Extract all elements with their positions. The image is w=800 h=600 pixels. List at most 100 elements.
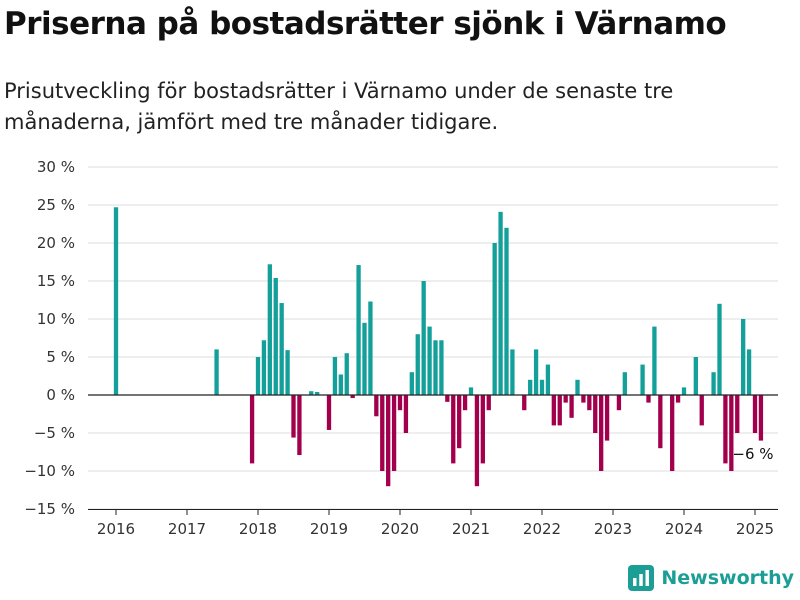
bar-negative — [462, 395, 468, 411]
bar-negative — [457, 395, 462, 449]
brand-name: Newsworthy — [661, 567, 794, 589]
bar-positive — [545, 364, 551, 395]
bar-negative — [699, 395, 704, 426]
bar-positive — [267, 264, 272, 395]
bar-positive — [338, 374, 343, 395]
bar-positive — [214, 349, 219, 395]
x-tick-label: 2016 — [97, 520, 135, 538]
bar-positive — [415, 334, 420, 395]
bar-positive — [433, 340, 438, 395]
y-tick-label: −5 % — [34, 424, 75, 442]
bar-positive — [528, 379, 533, 395]
bar-negative — [451, 395, 456, 464]
bar-negative — [391, 395, 397, 471]
bar-negative — [403, 395, 409, 433]
bar-negative — [522, 395, 527, 411]
bar-negative — [397, 395, 403, 411]
bar-chart: −15 % −10 % −5 % 0 % 5 % 10 % 15 % 20 % 25 % 30 %… — [24, 158, 778, 538]
x-tick-label: 2025 — [736, 520, 774, 538]
bar-negative — [486, 395, 491, 411]
bar-negative — [616, 395, 622, 411]
bar-negative — [735, 395, 740, 433]
bar-negative — [350, 395, 355, 399]
bar-negative — [297, 395, 302, 456]
y-tick-label: 10 % — [37, 310, 75, 328]
bar-positive — [427, 326, 432, 395]
bar-positive — [344, 353, 349, 395]
bar-positive — [510, 349, 515, 395]
bar-positive — [409, 372, 414, 395]
bar-positive — [746, 349, 752, 395]
bar-negative — [758, 395, 764, 441]
bar-negative — [249, 395, 255, 464]
y-tick-label: 15 % — [37, 272, 75, 290]
bar-positive — [498, 211, 503, 395]
bar-negative — [604, 395, 610, 441]
bar-positive — [681, 387, 687, 395]
x-tick-label: 2024 — [665, 520, 703, 538]
y-tick-label: −10 % — [24, 462, 75, 480]
gridlines — [88, 166, 778, 510]
bar-positive — [717, 303, 722, 395]
bar-positive — [309, 391, 314, 395]
bar-negative — [593, 395, 598, 433]
y-tick-label: 30 % — [37, 158, 75, 176]
bar-negative — [291, 395, 296, 438]
bar-negative — [569, 395, 574, 418]
y-tick-label: 20 % — [37, 234, 75, 252]
chart-title: Priserna på bostadsrätter sjönk i Värnam… — [4, 6, 727, 42]
bar-negative — [551, 395, 556, 426]
bar-negative — [480, 395, 485, 464]
y-tick-label: 0 % — [46, 386, 75, 404]
bar-positive — [255, 357, 261, 395]
bar-positive — [539, 379, 545, 395]
bar-positive — [711, 372, 716, 395]
x-tick-label: 2019 — [310, 520, 348, 538]
bars — [113, 207, 764, 487]
bar-negative — [557, 395, 562, 426]
y-tick-label: 5 % — [46, 348, 75, 366]
bar-negative — [587, 395, 592, 411]
bar-negative — [658, 395, 663, 449]
x-tick-label: 2022 — [523, 520, 561, 538]
bar-positive — [652, 326, 657, 395]
bar-positive — [273, 277, 278, 395]
bar-negative — [474, 395, 480, 487]
bar-positive — [741, 319, 746, 395]
bar-positive — [693, 357, 698, 395]
bar-positive — [261, 340, 267, 395]
bar-positive — [468, 387, 474, 395]
x-tick-label: 2021 — [452, 520, 490, 538]
y-tick-label: −15 % — [24, 500, 75, 518]
bar-negative — [723, 395, 728, 464]
newsworthy-brand[interactable]: Newsworthy — [628, 565, 794, 591]
bar-negative — [380, 395, 385, 471]
bar-positive — [279, 303, 284, 395]
bar-positive — [640, 364, 645, 395]
last-value-annotation: −6 % — [732, 445, 773, 463]
tick-labels: −15 % −10 % −5 % 0 % 5 % 10 % 15 % 20 % 25 % 30 %… — [24, 158, 774, 538]
bar-positive — [285, 350, 290, 395]
x-tick-label: 2023 — [594, 520, 632, 538]
bar-positive — [113, 207, 119, 395]
newsworthy-logo-icon — [628, 565, 655, 591]
bar-positive — [332, 357, 338, 395]
bar-positive — [575, 379, 580, 395]
x-tick-label: 2017 — [168, 520, 206, 538]
bar-positive — [356, 265, 361, 395]
bar-negative — [752, 395, 758, 433]
bar-negative — [374, 395, 379, 417]
bar-negative — [445, 395, 450, 402]
bar-positive — [533, 349, 539, 395]
bar-positive — [315, 391, 320, 395]
bar-negative — [646, 395, 651, 403]
bar-positive — [421, 281, 426, 395]
bar-negative — [326, 395, 332, 430]
y-tick-label: 25 % — [37, 196, 75, 214]
x-tick-label: 2020 — [381, 520, 419, 538]
bar-positive — [492, 243, 497, 395]
bar-positive — [368, 301, 373, 395]
x-tick-label: 2018 — [239, 520, 277, 538]
bar-positive — [504, 227, 509, 395]
axes — [88, 394, 778, 515]
